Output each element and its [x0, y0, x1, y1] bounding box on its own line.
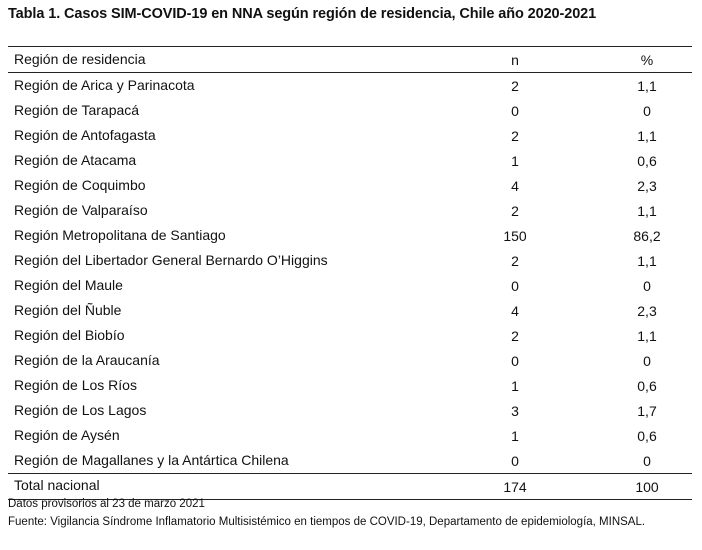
cell-pct: 1,1	[637, 128, 657, 144]
table-row: Región del Libertador General Bernardo O…	[8, 248, 692, 273]
header-pct: %	[640, 52, 654, 68]
cell-n: 0	[511, 103, 519, 119]
table-row: Región de Los Ríos 1 0,6	[8, 373, 692, 398]
cell-n: 2	[511, 128, 519, 144]
cell-n: 2	[511, 78, 519, 94]
cell-pct: 0	[643, 353, 651, 369]
cell-n: 0	[511, 353, 519, 369]
cell-n: 4	[511, 303, 519, 319]
cell-n: 150	[503, 228, 527, 244]
cell-pct: 1,7	[637, 403, 657, 419]
table-row: Región de Antofagasta 2 1,1	[8, 123, 692, 148]
header-n: n	[511, 52, 519, 68]
cell-region: Región de Atacama	[14, 152, 137, 168]
table-row: Región de Magallanes y la Antártica Chil…	[8, 448, 692, 473]
table-title: Tabla 1. Casos SIM-COVID-19 en NNA según…	[8, 6, 597, 22]
cell-n: 1	[511, 428, 519, 444]
cell-pct: 1,1	[637, 253, 657, 269]
cell-region: Región de Valparaíso	[14, 202, 148, 218]
cell-region: Región del Biobío	[14, 327, 125, 343]
table-row: Región del Maule 0 0	[8, 273, 692, 298]
data-note: Datos provisorios al 23 de marzo 2021	[8, 498, 205, 510]
cell-n: 1	[511, 378, 519, 394]
cell-pct: 1,1	[637, 78, 657, 94]
table-row: Región Metropolitana de Santiago 150 86,…	[8, 223, 692, 248]
cell-region: Región de Tarapacá	[14, 102, 140, 118]
cell-region: Región de Aysén	[14, 427, 120, 443]
cell-n: 2	[511, 203, 519, 219]
cell-region: Región de Coquimbo	[14, 177, 146, 193]
cell-n: 1	[511, 153, 519, 169]
cell-n: 0	[511, 278, 519, 294]
cell-region: Región del Libertador General Bernardo O…	[14, 252, 328, 268]
cell-pct: 0,6	[637, 153, 657, 169]
cell-region: Región de Arica y Parinacota	[14, 77, 195, 93]
cell-pct: 2,3	[637, 303, 657, 319]
total-pct: 100	[635, 479, 659, 495]
cell-region: Región de Antofagasta	[14, 127, 156, 143]
cell-region: Región de Magallanes y la Antártica Chil…	[14, 452, 289, 468]
total-label: Total nacional	[14, 477, 100, 493]
table-row: Región de Aysén 1 0,6	[8, 423, 692, 448]
cell-region: Región de Los Lagos	[14, 402, 147, 418]
header-region: Región de residencia	[14, 51, 146, 67]
table-total-row: Total nacional 174 100	[8, 473, 692, 499]
total-n: 174	[503, 479, 527, 495]
cell-region: Región de la Araucanía	[14, 352, 160, 368]
cell-pct: 86,2	[633, 228, 661, 244]
cell-pct: 1,1	[637, 203, 657, 219]
cell-region: Región de Los Ríos	[14, 377, 137, 393]
table-row: Región del Ñuble 4 2,3	[8, 298, 692, 323]
table-header-row: Región de residencia n %	[8, 47, 692, 73]
cell-region: Región del Maule	[14, 277, 123, 293]
cell-region: Región del Ñuble	[14, 302, 122, 318]
cell-n: 0	[511, 453, 519, 469]
cases-table: Región de residencia n % Región de Arica…	[8, 46, 692, 500]
table-row: Región de Tarapacá 0 0	[8, 98, 692, 123]
cell-pct: 0,6	[637, 378, 657, 394]
table-row: Región de Los Lagos 3 1,7	[8, 398, 692, 423]
cell-pct: 0,6	[637, 428, 657, 444]
table-row: Región de Valparaíso 2 1,1	[8, 198, 692, 223]
cell-region: Región Metropolitana de Santiago	[14, 227, 226, 243]
table-row: Región de Coquimbo 4 2,3	[8, 173, 692, 198]
cell-n: 2	[511, 253, 519, 269]
cell-pct: 0	[643, 453, 651, 469]
table-row: Región del Biobío 2 1,1	[8, 323, 692, 348]
cell-pct: 0	[643, 103, 651, 119]
cell-pct: 0	[643, 278, 651, 294]
cell-n: 4	[511, 178, 519, 194]
cell-n: 3	[511, 403, 519, 419]
table-row: Región de la Araucanía 0 0	[8, 348, 692, 373]
table-row: Región de Atacama 1 0,6	[8, 148, 692, 173]
cell-pct: 2,3	[637, 178, 657, 194]
table-row: Región de Arica y Parinacota 2 1,1	[8, 73, 692, 98]
cell-n: 2	[511, 328, 519, 344]
cell-pct: 1,1	[637, 328, 657, 344]
source-note: Fuente: Vigilancia Síndrome Inflamatorio…	[8, 516, 646, 528]
